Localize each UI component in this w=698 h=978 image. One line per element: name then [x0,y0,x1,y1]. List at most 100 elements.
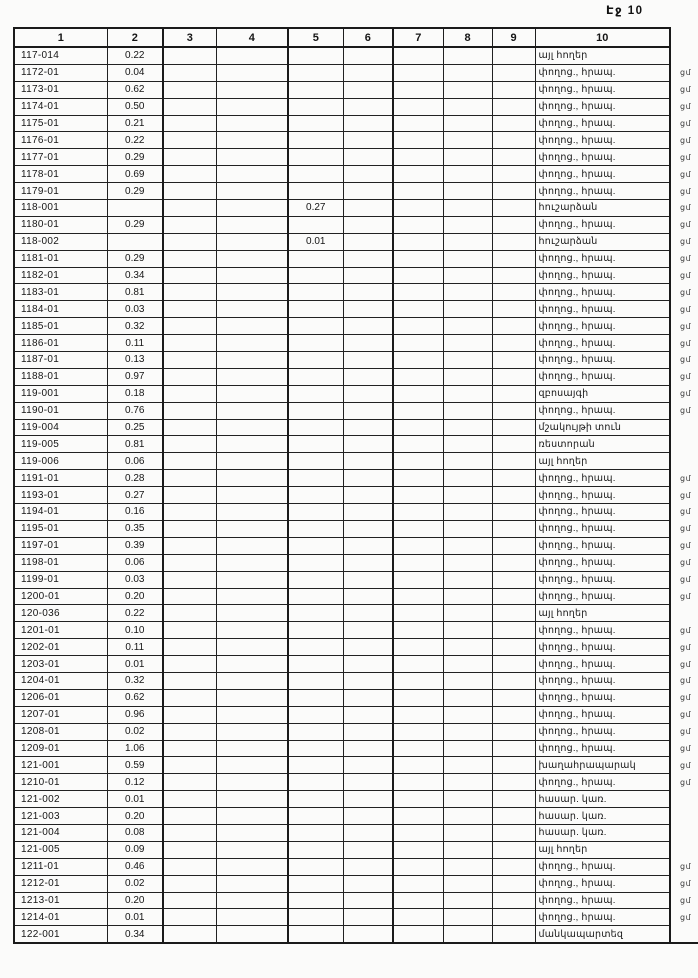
empty-cell [215,165,289,184]
empty-cell [342,722,394,741]
empty-cell [215,773,289,792]
table-row: 1199-01 0.03 փողոց., հրապ. ցմ [13,570,698,589]
empty-cell [392,367,444,386]
area-value-cell: 0.32 [106,317,164,336]
empty-cell [162,182,217,201]
land-use-cell: փողոց., հրապ. [534,80,671,99]
empty-cell [162,469,217,488]
table-row: 1182-01 0.34 փողոց., հրապ. ցմ [13,266,698,285]
empty-cell [442,114,493,133]
table-row: 1173-01 0.62 փողոց., հրապ. ցմ [13,80,698,99]
empty-cell [442,840,493,859]
empty-cell [215,570,289,589]
margin-note: ցմ [680,693,692,703]
empty-cell [215,587,289,606]
empty-cell [342,46,394,65]
parcel-id-cell: 1184-01 [13,300,108,319]
empty-cell [442,671,493,690]
parcel-id-cell: 120-036 [13,604,108,623]
empty-cell [342,215,394,234]
margin-note: ցմ [680,372,692,382]
empty-cell [162,722,217,741]
empty-cell [442,80,493,99]
empty-cell [392,823,444,842]
empty-cell [342,418,394,437]
area-value-cell: 0.96 [106,705,164,724]
empty-cell [392,739,444,758]
column-header: 6 [342,27,394,48]
empty-cell [491,908,536,927]
table-row: 122-001 0.34 մանկապարտեզ [13,925,698,945]
empty-cell [392,165,444,184]
empty-cell [342,486,394,505]
table-row: 1178-01 0.69 փողոց., հրապ. ցմ [13,165,698,184]
table-row: 120-036 0.22 այլ հողեր [13,604,698,623]
parcel-id-cell: 121-005 [13,840,108,859]
table-row: 1183-01 0.81 փողոց., հրապ. ցմ [13,283,698,302]
land-use-cell: այլ հողեր [534,452,671,471]
empty-cell [491,148,536,167]
empty-cell [442,621,493,640]
empty-cell [392,97,444,116]
land-use-cell: փողոց., հրապ. [534,570,671,589]
margin-note: ցմ [680,254,692,264]
empty-cell [162,266,217,285]
area-value-cell: 0.20 [106,587,164,606]
empty-cell [162,705,217,724]
empty-cell [162,367,217,386]
area-value-cell: 0.02 [106,874,164,893]
empty-cell [491,688,536,707]
area-value-cell: 0.11 [106,638,164,657]
area-value-cell: 0.22 [106,46,164,65]
table-row: 1203-01 0.01 փողոց., հրապ. ցմ [13,655,698,673]
empty-cell [491,63,536,82]
empty-cell [342,688,394,707]
land-use-cell: փողոց., հրապ. [534,908,671,927]
margin-note: ցմ [680,558,692,568]
empty-cell [392,114,444,133]
area-value-cell: 0.62 [106,80,164,99]
col5-value-cell [287,80,344,99]
parcel-id-cell: 1193-01 [13,486,108,505]
margin-note: ցմ [680,524,692,534]
col5-value-cell [287,452,344,471]
area-value-cell: 0.29 [106,215,164,234]
col5-value-cell [287,486,344,505]
empty-cell [442,367,493,386]
empty-cell [442,401,493,420]
empty-cell [442,469,493,488]
parcel-id-cell: 1214-01 [13,908,108,927]
empty-cell [491,655,536,673]
col5-value-cell [287,469,344,488]
land-use-cell: փողոց., հրապ. [534,317,671,336]
parcel-id-cell: 1194-01 [13,503,108,521]
empty-cell [162,317,217,336]
empty-cell [215,148,289,167]
margin-note [670,605,698,622]
parcel-id-cell: 1176-01 [13,131,108,150]
empty-cell [215,925,289,945]
margin-note: ցմ [680,625,692,635]
land-use-cell: փողոց., հրապ. [534,503,671,521]
empty-cell [392,536,444,555]
col5-value-cell [287,418,344,437]
empty-cell [215,469,289,488]
empty-cell [392,722,444,741]
empty-cell [442,790,493,809]
empty-cell [162,97,217,116]
empty-cell [342,317,394,336]
empty-cell [491,925,536,945]
parcel-id-cell: 118-002 [13,232,108,251]
empty-cell [442,232,493,251]
empty-cell [342,671,394,690]
empty-cell [342,63,394,82]
col5-value-cell [287,925,344,945]
parcel-id-cell: 119-005 [13,435,108,454]
land-use-cell: այլ հողեր [534,604,671,623]
empty-cell [491,46,536,65]
empty-cell [162,638,217,657]
col5-value-cell [287,401,344,420]
empty-cell [491,857,536,876]
empty-cell [442,773,493,792]
empty-cell [162,807,217,825]
